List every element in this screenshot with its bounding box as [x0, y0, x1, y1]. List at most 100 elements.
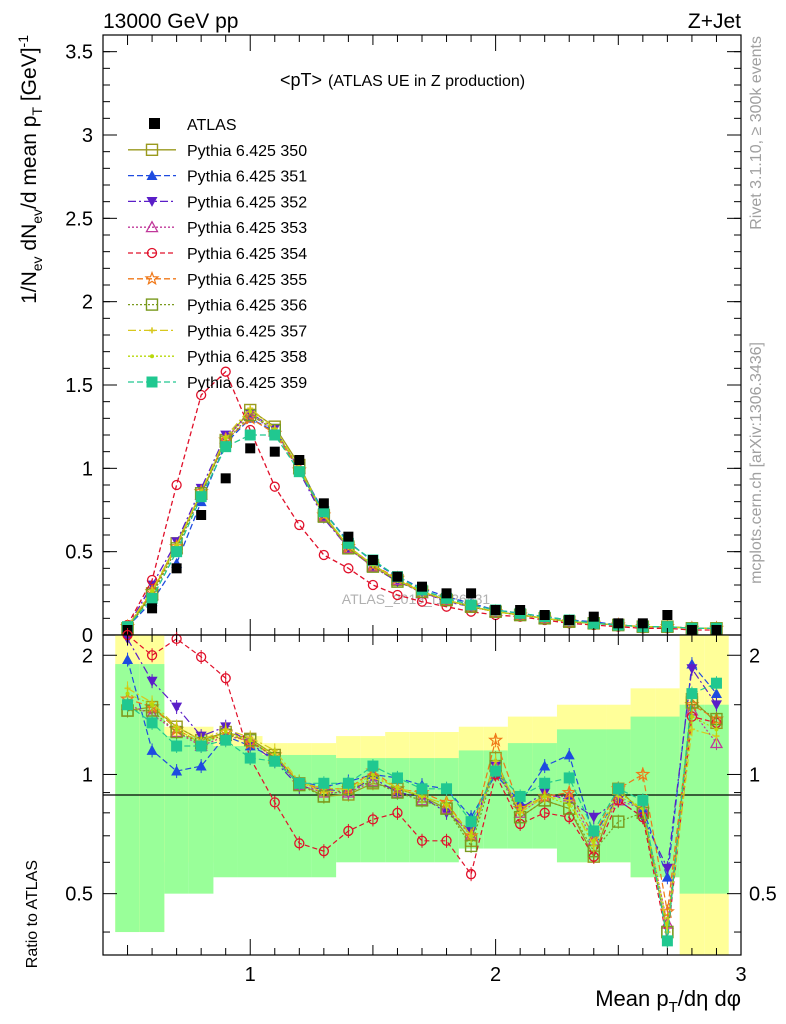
ratio-point: [539, 777, 551, 789]
ratio-point: [220, 673, 231, 684]
ratio-series-layer: [119, 628, 725, 948]
ratio-y-tick-label: 2: [82, 645, 93, 667]
ratio-point: [465, 869, 477, 880]
ratio-point: [539, 807, 550, 818]
ratio-point: [196, 651, 207, 663]
ratio-point: [146, 744, 158, 755]
legend-marker: [146, 247, 158, 259]
ratio-frame: [102, 634, 742, 956]
energy-label: 13000 GeV pp: [103, 10, 238, 33]
ratio-point: [391, 772, 403, 784]
ratio-point: [539, 760, 551, 771]
data-point: [269, 446, 280, 457]
ratio-point: [588, 812, 600, 823]
data-point: [294, 455, 305, 465]
legend-label: Pythia 6.425 353: [187, 220, 307, 237]
ratio-point: [122, 699, 134, 711]
series-point: [196, 389, 207, 401]
ratio-y-tick-label: 0.5: [749, 884, 777, 906]
legend-marker: [145, 298, 159, 311]
legend-marker: [149, 327, 155, 334]
legend-marker: [146, 197, 158, 207]
series-point: [294, 519, 305, 531]
legend-label: Pythia 6.425 350: [187, 143, 307, 160]
y-tick-label: 2: [82, 292, 93, 314]
ratio-panel: 0.5 0.5 1 1 2 2 1 2 3: [65, 628, 777, 986]
y-tick-label: 2.5: [65, 208, 93, 230]
ratio-point: [469, 833, 474, 838]
ratio-point: [370, 772, 375, 777]
series-point: [195, 491, 207, 503]
series-point: [171, 479, 182, 491]
series-point: [223, 436, 228, 441]
ratio-point: [395, 786, 400, 791]
watermark: ATLAS_2019_I1736531: [342, 591, 491, 607]
data-point: [343, 531, 354, 542]
series-point: [150, 589, 155, 594]
ratio-point: [318, 777, 330, 789]
ratio-point: [171, 702, 183, 713]
main-series-layer: [119, 366, 725, 636]
ratio-point: [441, 783, 453, 795]
series-point: [293, 466, 305, 478]
legend-marker: [145, 220, 159, 233]
data-point: [515, 605, 526, 615]
series-point: [318, 506, 330, 518]
rivet-version-label: Rivet 3.1.10, ≥ 300k events: [748, 36, 765, 230]
series-point: [269, 429, 281, 441]
ratio-point: [420, 794, 424, 799]
ratio-point: [635, 766, 651, 781]
series-point: [171, 546, 183, 558]
ratio-point: [146, 650, 158, 661]
ratio-point: [490, 765, 502, 777]
ratio-point: [710, 677, 722, 689]
y-tick-label: 3.5: [65, 42, 93, 64]
ratio-point: [441, 835, 452, 846]
ratio-y-tick-label: 2: [749, 645, 760, 667]
ratio-y-tick-label: 1: [82, 764, 93, 786]
ratio-point: [567, 802, 572, 807]
x-tick-label: 2: [490, 964, 501, 986]
ratio-point: [661, 935, 673, 947]
ratio-point: [195, 740, 207, 752]
ratio-point: [488, 732, 504, 747]
ratio-point: [171, 740, 183, 752]
x-tick-label: 1: [245, 964, 256, 986]
ratio-point: [150, 702, 155, 707]
series-point: [269, 481, 280, 492]
data-point: [613, 618, 624, 629]
data-point: [367, 555, 378, 565]
ratio-point: [195, 760, 207, 771]
legend-marker: [146, 376, 158, 388]
series-point: [367, 579, 379, 591]
y-tick-label: 3: [82, 125, 93, 147]
ratio-point: [294, 838, 305, 849]
data-point: [662, 610, 673, 620]
ratio-axes: 0.5 0.5 1 1 2 2 1 2 3: [65, 635, 777, 986]
mcplots-label: mcplots.cern.ch [arXiv:1306.3436]: [748, 342, 765, 584]
ratio-point: [318, 846, 329, 857]
ratio-point: [444, 802, 449, 807]
ratio-point: [518, 806, 523, 811]
ratio-point: [416, 835, 428, 846]
ratio-point: [122, 654, 134, 665]
ratio-point: [612, 815, 625, 828]
ratio-point: [416, 783, 428, 795]
ratio-point: [171, 765, 183, 776]
data-point: [466, 588, 477, 599]
series-point: [392, 589, 403, 601]
ratio-point: [146, 717, 158, 729]
ratio-point: [248, 738, 253, 743]
ratio-point: [710, 700, 722, 711]
ratio-point: [514, 790, 526, 802]
ratio-y-tick-label: 0.5: [65, 884, 93, 906]
ratio-axis-title: Ratio to ATLAS: [24, 860, 41, 968]
data-point: [318, 498, 329, 509]
data-point: [490, 605, 501, 615]
series-point: [146, 592, 158, 604]
legend-label: Pythia 6.425 359: [187, 375, 307, 392]
data-point: [147, 603, 158, 614]
ratio-point: [709, 736, 724, 749]
series-point: [465, 599, 477, 611]
ratio-point: [244, 752, 256, 764]
